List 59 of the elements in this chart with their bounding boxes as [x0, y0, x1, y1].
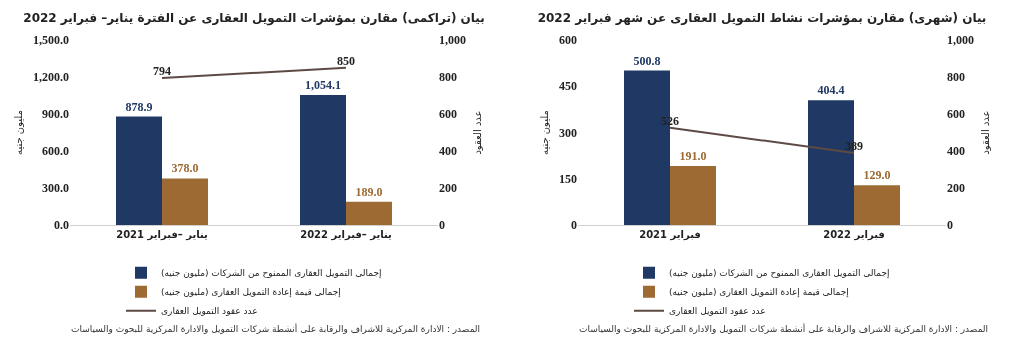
y-tick-label: 0.0 [54, 218, 69, 233]
y2-tick-label: 400 [947, 144, 965, 159]
x-tick-label: يناير –فبراير 2022 [300, 229, 393, 241]
y2-tick-label: 800 [947, 70, 965, 85]
y2-tick-label: 1,000 [439, 33, 466, 48]
bar [162, 178, 208, 225]
y2-tick-label: 800 [439, 70, 457, 85]
legend-label: عدد عقود التمويل العقارى [669, 306, 766, 317]
legend-label: إجمالى التمويل العقارى الممنوح من الشركات (مليون جنيه) [161, 268, 382, 280]
x-tick-label: يناير –فبراير 2021 [116, 229, 209, 241]
y2-tick-label: 0 [947, 218, 953, 233]
data-label: 794 [153, 64, 171, 79]
data-label: 500.8 [633, 53, 661, 68]
y2-axis-title: عدد العقود [979, 110, 991, 155]
bar [854, 185, 900, 225]
y-axis-title: مليون جنيه [13, 110, 24, 155]
legend-label: إجمالى قيمة إعادة التمويل العقارى (مليون جنيه) [669, 287, 849, 299]
text: المصدر : الادارة المركزية للاشراف والرقابة على أنشطة شركات التمويل والادارة المركزية للبحوث والسياسات [579, 323, 989, 334]
x-tick-label: فبراير 2022 [823, 229, 885, 241]
legend-label: عدد عقود التمويل العقارى [161, 306, 258, 317]
bar [300, 94, 346, 225]
y2-tick-label: 200 [439, 181, 457, 196]
y-tick-label: 0 [571, 218, 577, 233]
text: المصدر : الادارة المركزية للاشراف والرقابة على أنشطة شركات التمويل والادارة المركزية للبحوث والسياسات [71, 323, 481, 334]
chart-title: بيان (شهرى) مقارن بمؤشرات نشاط التمويل العقارى عن شهر فبراير 2022 [537, 10, 987, 26]
legend-label: إجمالى التمويل العقارى الممنوح من الشركات (مليون جنيه) [669, 268, 890, 280]
y-tick-label: 300 [559, 125, 577, 140]
y-tick-label: 600 [559, 33, 577, 48]
data-label: 526 [661, 113, 679, 128]
y2-tick-label: 400 [439, 144, 457, 159]
data-label: 850 [337, 53, 355, 68]
y2-tick-label: 1,000 [947, 33, 974, 48]
y-axis-title: مليون جنيه [539, 110, 550, 155]
data-label: 389 [845, 139, 863, 154]
data-label: 1,054.1 [305, 77, 341, 92]
y2-tick-label: 600 [439, 107, 457, 122]
y2-tick-label: 600 [947, 107, 965, 122]
legend-label: إجمالى قيمة إعادة التمويل العقارى (مليون جنيه) [161, 287, 341, 299]
bar [670, 166, 716, 225]
y-tick-label: 600.0 [42, 144, 69, 159]
y-tick-label: 300.0 [42, 181, 69, 196]
y-tick-label: 450 [559, 79, 577, 94]
x-tick-label: فبراير 2021 [639, 229, 701, 241]
y-tick-label: 1,500.0 [33, 33, 69, 48]
y2-tick-label: 0 [439, 218, 445, 233]
y2-tick-label: 200 [947, 181, 965, 196]
data-label: 878.9 [125, 99, 153, 114]
y-tick-label: 1,200.0 [33, 70, 69, 85]
data-label: 378.0 [171, 161, 199, 176]
y2-axis-title: عدد العقود [471, 110, 483, 155]
bar [346, 201, 392, 225]
data-label: 129.0 [863, 168, 891, 183]
y-tick-label: 900.0 [42, 107, 69, 122]
data-label: 189.0 [355, 184, 383, 199]
data-label: 191.0 [679, 149, 707, 164]
y-tick-label: 150 [559, 171, 577, 186]
chart-title: بيان (تراكمى) مقارن بمؤشرات التمويل العقارى عن الفترة يناير– فبراير 2022 [23, 10, 485, 26]
data-label: 404.4 [817, 83, 845, 98]
bar [116, 116, 162, 225]
